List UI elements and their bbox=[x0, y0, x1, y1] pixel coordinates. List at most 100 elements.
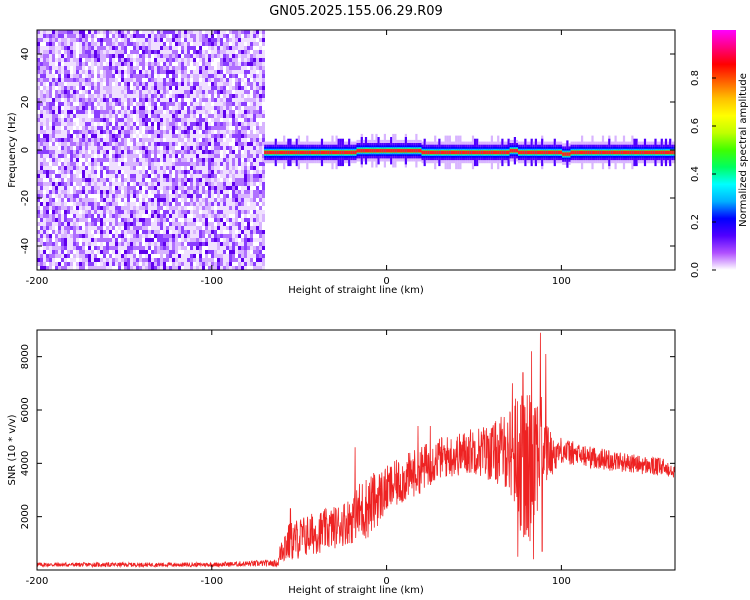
spectrogram-noise-cell bbox=[79, 178, 82, 182]
spectrogram-noise-cell bbox=[208, 222, 211, 226]
spectrogram-noise-cell bbox=[133, 222, 136, 226]
spectrogram-noise-cell bbox=[55, 146, 58, 150]
spectrogram-noise-cell bbox=[37, 30, 40, 34]
spectrogram-noise-cell bbox=[46, 182, 49, 186]
spectrogram-noise-cell bbox=[157, 222, 160, 226]
spectrogram-noise-cell bbox=[46, 46, 49, 50]
spectrogram-signal-cell bbox=[581, 150, 584, 155]
spectrogram-noise-cell bbox=[130, 74, 133, 78]
spectrogram-noise-cell bbox=[85, 126, 88, 130]
spectrogram-noise-cell bbox=[49, 134, 52, 138]
spectrogram-noise-cell bbox=[91, 266, 94, 270]
spectrogram-noise-cell bbox=[232, 118, 235, 122]
spectrogram-noise-cell bbox=[175, 166, 178, 170]
spectrogram-noise-cell bbox=[238, 194, 241, 198]
spectrogram-noise-cell bbox=[106, 266, 109, 270]
spectrogram-noise-cell bbox=[142, 170, 145, 174]
spectrogram-noise-cell bbox=[193, 230, 196, 234]
spectrogram-noise-cell bbox=[88, 266, 91, 270]
spectrogram-noise-cell bbox=[52, 218, 55, 222]
spectrogram-noise-cell bbox=[76, 34, 79, 38]
spectrogram-noise-cell bbox=[193, 118, 196, 122]
spectrogram-noise-cell bbox=[55, 238, 58, 242]
spectrogram-noise-cell bbox=[259, 38, 262, 42]
spectrogram-noise-cell bbox=[175, 226, 178, 230]
spectrogram-noise-cell bbox=[178, 110, 181, 114]
spectrogram-noise-cell bbox=[160, 70, 163, 74]
spectrogram-noise-cell bbox=[73, 114, 76, 118]
spectrogram-noise-cell bbox=[166, 78, 169, 82]
spectrogram-noise-cell bbox=[190, 218, 193, 222]
spectrogram-noise-cell bbox=[55, 254, 58, 258]
spectrogram-noise-cell bbox=[211, 114, 214, 118]
spectrogram-noise-cell bbox=[166, 238, 169, 242]
spectrogram-noise-cell bbox=[64, 226, 67, 230]
spectrogram-noise-cell bbox=[253, 102, 256, 106]
spectrogram-noise-cell bbox=[115, 122, 118, 126]
spectrogram-noise-cell bbox=[70, 126, 73, 130]
spectrogram-noise-cell bbox=[187, 158, 190, 162]
spectrogram-noise-cell bbox=[88, 190, 91, 194]
spectrogram-noise-cell bbox=[64, 206, 67, 210]
spectrogram-noise-cell bbox=[226, 106, 229, 110]
spectrogram-noise-cell bbox=[121, 246, 124, 250]
spectrogram-noise-cell bbox=[151, 130, 154, 134]
spectrogram-noise-cell bbox=[187, 82, 190, 86]
spectrogram-noise-cell bbox=[169, 102, 172, 106]
spectrogram-noise-cell bbox=[262, 86, 265, 90]
spectrogram-noise-cell bbox=[217, 106, 220, 110]
spectrogram-noise-cell bbox=[91, 30, 94, 34]
spectrogram-noise-cell bbox=[160, 110, 163, 114]
spectrogram-noise-cell bbox=[85, 234, 88, 238]
spectrogram-noise-cell bbox=[127, 198, 130, 202]
spectrogram-noise-cell bbox=[157, 66, 160, 70]
spectrogram-noise-cell bbox=[178, 126, 181, 130]
spectrogram-noise-cell bbox=[115, 78, 118, 82]
spectrogram-noise-cell bbox=[121, 130, 124, 134]
spectrogram-noise-cell bbox=[115, 242, 118, 246]
spectrogram-noise-cell bbox=[151, 66, 154, 70]
spectrogram-noise-cell bbox=[235, 102, 238, 106]
spectrogram-noise-cell bbox=[214, 122, 217, 126]
spectrogram-noise-cell bbox=[250, 142, 253, 146]
spectrogram-noise-cell bbox=[73, 122, 76, 126]
spectrogram-noise-cell bbox=[151, 250, 154, 254]
spectrogram-noise-cell bbox=[190, 86, 193, 90]
spectrogram-noise-cell bbox=[190, 118, 193, 122]
spectrogram-noise-cell bbox=[238, 78, 241, 82]
spectrogram-noise-cell bbox=[262, 214, 265, 218]
spectrogram-noise-cell bbox=[55, 78, 58, 82]
spectrogram-noise-cell bbox=[151, 186, 154, 190]
spectrogram-noise-cell bbox=[250, 58, 253, 62]
spectrogram-noise-cell bbox=[55, 218, 58, 222]
spectrogram-noise-cell bbox=[172, 54, 175, 58]
spectrogram-noise-cell bbox=[259, 142, 262, 146]
spectrogram-noise-cell bbox=[196, 82, 199, 86]
spectrogram-noise-cell bbox=[97, 54, 100, 58]
spectrogram-noise-cell bbox=[250, 198, 253, 202]
spectrogram-noise-cell bbox=[46, 78, 49, 82]
spectrogram-noise-cell bbox=[103, 122, 106, 126]
spectrogram-noise-cell bbox=[52, 222, 55, 226]
spectrogram-noise-cell bbox=[43, 106, 46, 110]
spectrogram-noise-cell bbox=[40, 34, 43, 38]
spectrogram-noise-cell bbox=[220, 206, 223, 210]
spectrogram-noise-cell bbox=[244, 218, 247, 222]
spectrogram-noise-cell bbox=[40, 62, 43, 66]
spectrogram-noise-cell bbox=[253, 262, 256, 266]
spectrogram-noise-cell bbox=[178, 266, 181, 270]
spectrogram-noise-cell bbox=[142, 158, 145, 162]
spectrogram-noise-cell bbox=[181, 62, 184, 66]
spectrogram-noise-cell bbox=[229, 210, 232, 214]
spectrogram-noise-cell bbox=[40, 130, 43, 134]
spectrogram-noise-cell bbox=[145, 186, 148, 190]
spectrogram-noise-cell bbox=[88, 122, 91, 126]
spectrogram-noise-cell bbox=[178, 242, 181, 246]
spectrogram-noise-cell bbox=[208, 166, 211, 170]
spectrogram-noise-cell bbox=[190, 166, 193, 170]
spectrogram-noise-cell bbox=[82, 258, 85, 262]
spectrogram-noise-cell bbox=[46, 254, 49, 258]
spectrogram-noise-cell bbox=[169, 138, 172, 142]
spectrogram-noise-cell bbox=[37, 38, 40, 42]
spectrogram-noise-cell bbox=[121, 258, 124, 262]
